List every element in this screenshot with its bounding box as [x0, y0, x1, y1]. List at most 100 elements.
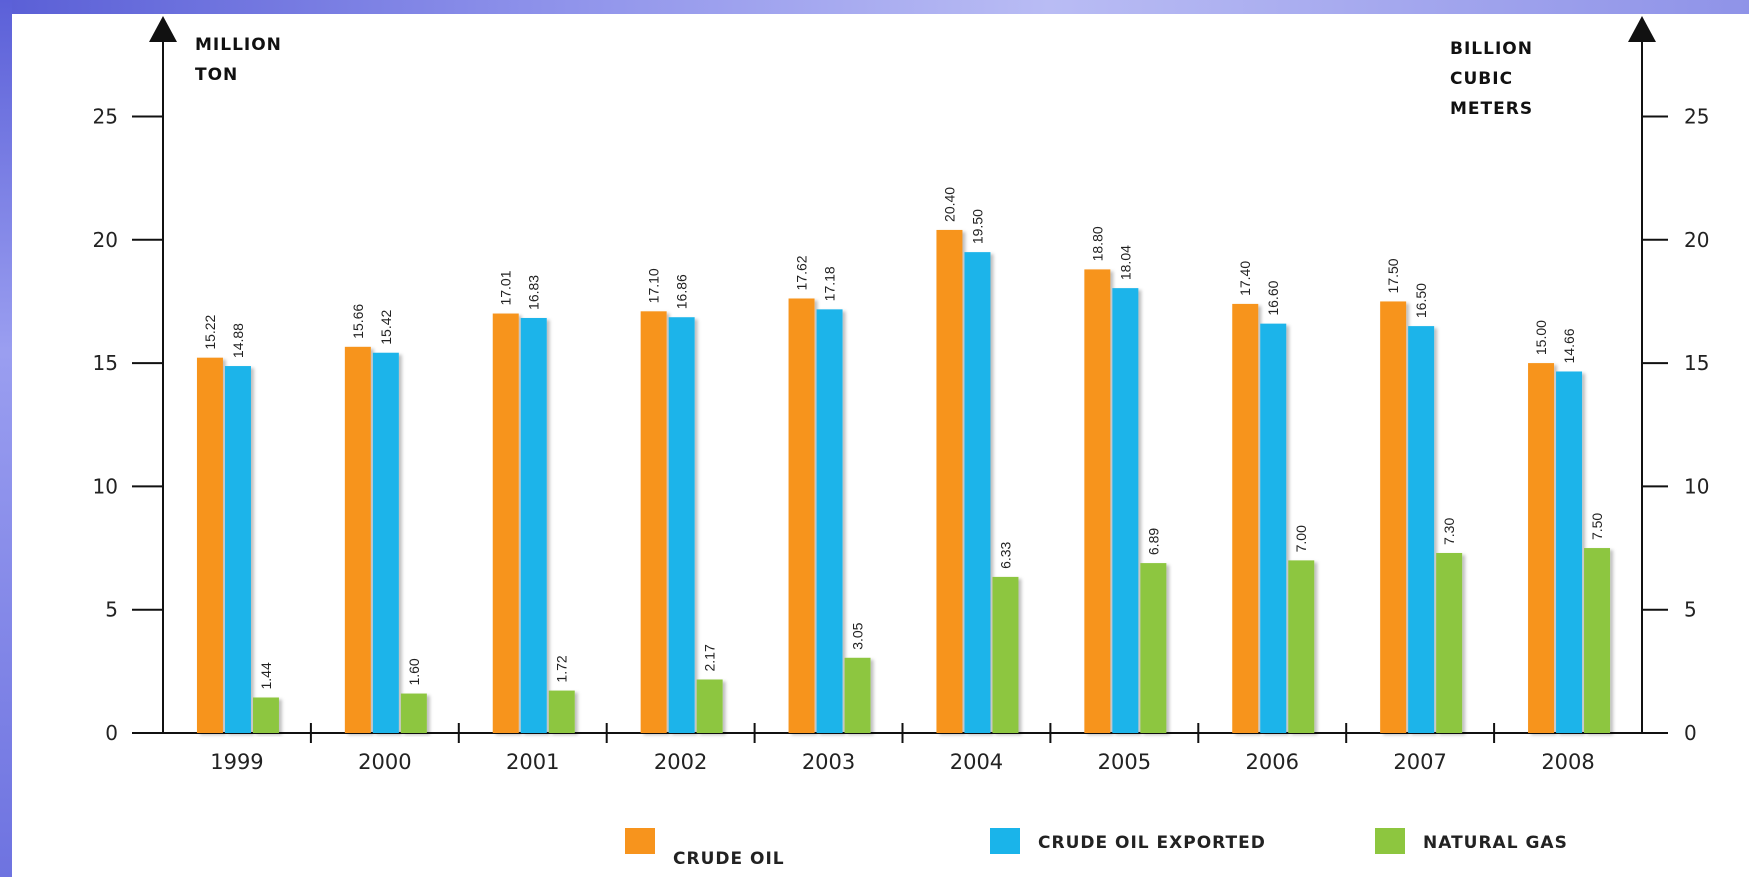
data-label: 19.50: [969, 209, 985, 244]
data-label: 15.66: [350, 304, 366, 339]
data-label: 20.40: [941, 187, 957, 222]
decorative-top-band: [0, 0, 1749, 14]
legend-label: CRUDE OIL EXPORTED: [1038, 833, 1266, 853]
y-tick-label-left: 0: [105, 721, 118, 745]
bar: [520, 317, 547, 733]
data-label: 17.62: [794, 255, 810, 290]
bar: [788, 298, 815, 733]
data-label: 2.17: [702, 644, 718, 671]
bar: [1112, 288, 1139, 733]
x-category-label: 2006: [1246, 750, 1299, 774]
y-tick-label-right: 5: [1684, 598, 1697, 622]
x-category-label: 2003: [802, 750, 855, 774]
bar: [1084, 269, 1111, 733]
bar: [252, 697, 279, 733]
data-label: 14.88: [230, 323, 246, 358]
data-label: 7.50: [1589, 513, 1605, 540]
bar: [964, 252, 991, 733]
data-label: 18.04: [1117, 245, 1133, 280]
bar: [344, 346, 371, 733]
bar: [1408, 326, 1435, 733]
data-label: 15.42: [378, 309, 394, 344]
y-right-unit-label: BILLION: [1450, 39, 1533, 59]
data-label: 14.66: [1561, 328, 1577, 363]
x-category-label: 2007: [1393, 750, 1446, 774]
y-tick-label-left: 5: [105, 598, 118, 622]
y-tick-label-left: 10: [93, 474, 118, 498]
bar: [1556, 371, 1583, 733]
x-category-label: 1999: [210, 750, 263, 774]
y-tick-label-right: 0: [1684, 721, 1697, 745]
bar: [816, 309, 843, 733]
data-label: 17.10: [646, 268, 662, 303]
y-right-unit-label: CUBIC: [1450, 69, 1513, 89]
bars-layer: [196, 229, 1611, 733]
legend-swatch: [990, 828, 1020, 854]
data-label: 1.60: [406, 658, 422, 685]
bar: [224, 366, 251, 733]
data-label: 3.05: [850, 622, 866, 649]
y-right-unit-label: METERS: [1450, 99, 1533, 119]
right-axis-arrow-icon: [1628, 16, 1656, 42]
bar: [1380, 301, 1407, 733]
y-tick-label-left: 25: [93, 105, 118, 129]
x-category-label: 2001: [506, 750, 559, 774]
y-left-unit-label: TON: [195, 65, 238, 85]
data-label: 16.83: [526, 275, 542, 310]
y-left-unit-label: MILLION: [195, 35, 282, 55]
y-tick-label-right: 15: [1684, 351, 1709, 375]
legend-swatch: [625, 828, 655, 854]
left-axis-arrow-icon: [149, 16, 177, 42]
x-category-label: 2005: [1098, 750, 1151, 774]
x-category-label: 2000: [358, 750, 411, 774]
bar: [196, 357, 223, 733]
y-tick-label-left: 15: [93, 351, 118, 375]
y-tick-label-right: 10: [1684, 474, 1709, 498]
bar: [936, 229, 963, 733]
x-category-label: 2008: [1541, 750, 1594, 774]
data-label: 17.50: [1385, 258, 1401, 293]
bar: [1288, 560, 1315, 733]
bar: [992, 576, 1019, 733]
data-label: 16.50: [1413, 283, 1429, 318]
bar: [372, 352, 399, 733]
bar: [492, 313, 519, 733]
data-label: 18.80: [1089, 226, 1105, 261]
data-label: 7.00: [1293, 525, 1309, 552]
data-label: 1.72: [554, 655, 570, 682]
bar: [844, 657, 871, 733]
data-label: 7.30: [1441, 518, 1457, 545]
y-tick-label-right: 20: [1684, 228, 1709, 252]
data-label: 15.00: [1533, 320, 1549, 355]
data-label: 6.89: [1145, 528, 1161, 555]
bar: [696, 679, 723, 733]
data-label: 16.86: [674, 274, 690, 309]
legend: CRUDE OIL CRUDE OIL EXPORTED NATURAL GAS: [625, 828, 1567, 869]
bar: [548, 690, 575, 733]
bar: [1232, 303, 1259, 733]
data-label: 15.22: [202, 314, 218, 349]
x-category-label: 2002: [654, 750, 707, 774]
y-tick-label-left: 20: [93, 228, 118, 252]
axes-layer: 0 0 5 5 10 10 15 15 20 20 25 25 MILLION TON BILLION CUB…: [93, 16, 1709, 774]
data-label: 17.01: [498, 270, 514, 305]
legend-label: CRUDE OIL: [673, 849, 785, 869]
bar: [1436, 552, 1463, 733]
bar: [1528, 363, 1555, 733]
bar: [640, 311, 667, 733]
bar: [668, 317, 695, 733]
bar: [1584, 548, 1611, 733]
decorative-left-band: [0, 0, 12, 877]
data-label: 17.18: [822, 266, 838, 301]
x-category-label: 2004: [950, 750, 1003, 774]
labels-layer: 15.22 14.88 1.44 15.66 15.42 1.60 17.01 16.83 1.…: [202, 187, 1605, 690]
bar: [1260, 323, 1287, 733]
data-label: 6.33: [997, 541, 1013, 568]
data-label: 17.40: [1237, 261, 1253, 296]
y-tick-label-right: 25: [1684, 105, 1709, 129]
bar: [400, 693, 427, 733]
data-label: 16.60: [1265, 280, 1281, 315]
legend-swatch: [1375, 828, 1405, 854]
